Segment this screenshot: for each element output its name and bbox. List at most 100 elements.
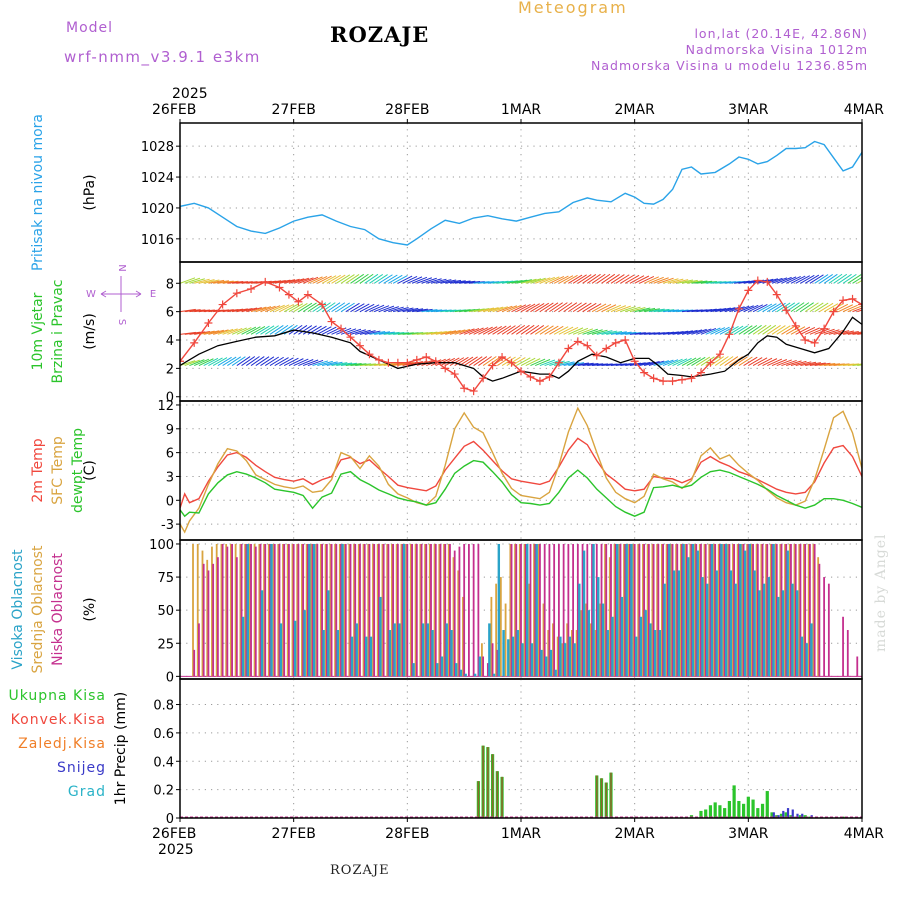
cloud-bar-cloud_mid <box>793 543 796 677</box>
cloud-bar-cloud_mid <box>746 543 749 677</box>
cloud-bar-cloud_high <box>341 543 344 677</box>
wind-barb <box>558 326 574 335</box>
cloud-bar-cloud_high <box>720 543 723 677</box>
cloud-bar-cloud_mid <box>324 543 327 677</box>
wind-barb <box>317 360 333 367</box>
wind-barb <box>710 327 726 335</box>
wind-barb <box>440 357 456 366</box>
cloud-bar-cloud_high <box>677 570 680 677</box>
wind-barb <box>198 358 214 366</box>
y-tick-label: 100 <box>149 538 174 553</box>
cloud-bar-cloud_low <box>586 543 589 677</box>
plot-area <box>180 140 862 246</box>
wind-barb <box>790 275 806 284</box>
y-axis-label: Srednja Oblacnost <box>30 545 46 673</box>
compass-north: N <box>116 264 127 271</box>
cloud-bar-cloud_mid <box>708 543 711 677</box>
wind-barb <box>861 311 862 312</box>
cloud-bar-cloud_mid <box>575 630 578 677</box>
wind-barb <box>184 309 201 313</box>
wind-barb <box>766 325 781 335</box>
wind-barb <box>549 275 565 284</box>
cloud-bar-cloud_low <box>666 543 669 677</box>
bottom-date-label: 28FEB <box>385 826 429 842</box>
cloud-bar-cloud_mid <box>518 543 521 677</box>
wind-barb <box>568 362 585 367</box>
wind-barb <box>388 274 403 284</box>
wind-barb <box>667 358 683 367</box>
gust-marker <box>526 372 535 381</box>
wind-barb <box>748 324 762 335</box>
wind-barb <box>867 333 883 335</box>
cloud-bar-cloud_low <box>600 543 603 677</box>
cloud-bar-cloud_mid <box>353 543 355 677</box>
cloud-bar-cloud_low <box>235 557 238 677</box>
wind-barb <box>520 278 537 284</box>
wind-barb <box>876 308 892 311</box>
model-name: wrf-nmm_v3.9.1 e3km <box>64 48 261 66</box>
cloud-bar-cloud_high <box>767 577 770 677</box>
cloud-bar-cloud_mid <box>414 543 417 677</box>
wind-barb <box>762 278 779 284</box>
wind-barb <box>700 327 717 335</box>
cloud-bar-cloud_mid <box>428 543 431 677</box>
wind-barb <box>189 331 206 335</box>
wind-barb <box>189 278 205 284</box>
y-axis-label: Visoka Oblacnost <box>10 549 26 670</box>
wind-barb <box>643 276 659 284</box>
footer-station: ROZAJE <box>330 863 390 878</box>
wind-barb <box>378 331 395 335</box>
y-tick-label: 0.6 <box>153 727 174 742</box>
gust-marker <box>412 355 421 364</box>
bottom-date-label: 27FEB <box>272 826 316 842</box>
precip-bar-total <box>718 805 722 818</box>
gust-marker <box>460 384 469 393</box>
location-coordinates: lon,lat (20.14E, 42.86N) <box>694 26 868 41</box>
cloud-bar-cloud_low <box>392 543 395 677</box>
wind-barb <box>738 356 753 366</box>
wind-barb <box>539 302 554 313</box>
wind-barb <box>790 360 807 367</box>
cloud-bar-cloud_low <box>827 583 830 677</box>
wind-barb <box>591 329 608 335</box>
cloud-bar-cloud_mid <box>277 543 280 677</box>
cloud-bar-cloud_low <box>543 543 546 677</box>
cloud-bar-cloud_high <box>668 543 671 677</box>
gust-marker <box>247 284 256 293</box>
cloud-bar-cloud_mid <box>376 543 379 677</box>
wind-barb <box>293 358 309 366</box>
cloud-bar-cloud_low <box>700 543 702 677</box>
wind-barb <box>781 325 796 335</box>
wind-barb <box>340 362 357 367</box>
wind-barb <box>804 274 820 284</box>
wind-barb <box>886 333 900 335</box>
cloud-bar-cloud_low <box>576 543 579 677</box>
cloud-bar-cloud_high <box>355 623 358 677</box>
precip-bar-total <box>746 796 750 818</box>
credit-text: made by Angel <box>873 533 889 653</box>
panel-pressure: 1016 1020 1024 1028 Pritisak na nivou mora (h… <box>30 114 863 271</box>
cloud-bar-cloud_high <box>568 636 572 677</box>
wind-barb <box>397 275 413 284</box>
wind-barb <box>677 330 693 335</box>
wind-barb <box>644 361 660 367</box>
wind-barb <box>544 276 560 284</box>
wind-barb <box>426 331 443 335</box>
wind-barb <box>691 356 706 366</box>
cloud-bar-cloud_low <box>681 543 683 677</box>
cloud-bar-cloud_mid <box>357 543 360 677</box>
wind-barb <box>393 332 410 335</box>
cloud-bar-cloud_mid <box>618 543 621 677</box>
wind-barb <box>520 324 535 335</box>
y-axis-unit: (hPa) <box>82 174 98 210</box>
wind-barb <box>359 330 376 335</box>
wind-barb <box>705 308 722 313</box>
wind-barb <box>194 309 211 313</box>
precip-bar-snow <box>791 809 794 818</box>
wind-barb <box>468 356 483 366</box>
wind-barb <box>738 305 754 313</box>
wind-barb <box>781 276 797 284</box>
cloud-bar-cloud_high <box>687 557 690 677</box>
wind-barb <box>881 333 897 335</box>
precip-bar-total <box>879 815 882 818</box>
